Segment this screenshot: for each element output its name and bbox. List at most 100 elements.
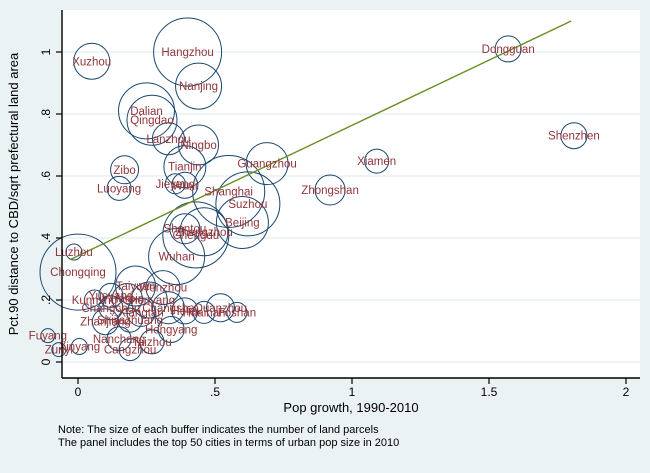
city-label: Xiamen <box>357 156 396 168</box>
city-bubble <box>178 124 220 166</box>
city-label: Taiyuan <box>116 281 156 293</box>
city-bubble <box>70 338 88 355</box>
y-tick-label: 1 <box>39 48 53 55</box>
city-bubble <box>245 142 289 186</box>
city-label: Zhanjiang <box>80 317 131 329</box>
city-bubble <box>192 300 216 324</box>
city-label: Dalian <box>130 106 163 118</box>
x-axis-title: Pop growth, 1990-2010 <box>283 400 418 415</box>
y-tick-label: .8 <box>39 109 53 119</box>
fit-line-layer <box>69 20 572 261</box>
city-bubble <box>215 171 281 237</box>
city-bubble <box>226 301 248 323</box>
city-label: Zibo <box>113 165 135 177</box>
city-label: Luoyang <box>97 183 141 195</box>
city-bubble <box>126 297 156 327</box>
city-bubble <box>65 243 83 261</box>
city-bubble <box>151 291 185 325</box>
city-bubble <box>175 62 223 110</box>
city-label: Lanzhou <box>146 134 190 146</box>
city-label: Zunyi <box>45 345 73 357</box>
city-bubble <box>215 196 269 249</box>
city-label: Huainan <box>183 307 226 319</box>
city-bubble <box>118 338 142 362</box>
city-bubble <box>106 175 132 201</box>
city-label: Wuhan <box>159 252 195 264</box>
city-label: Harbin <box>110 293 144 305</box>
city-bubble <box>192 155 266 228</box>
city-bubble <box>117 307 143 333</box>
city-bubble <box>40 328 56 344</box>
city-bubble <box>153 17 223 87</box>
city-label: Wenzhou <box>139 283 187 295</box>
city-bubble <box>98 282 124 308</box>
x-tick-label: 1 <box>349 385 356 399</box>
city-label: Shenzhen <box>548 131 600 143</box>
city-label: Xiangtan <box>118 307 163 319</box>
fit-line <box>69 20 572 261</box>
note-line-1: Note: The size of each buffer indicates … <box>58 424 379 436</box>
city-label: Tianjin <box>168 162 201 174</box>
city-label: Beijing <box>225 218 260 230</box>
city-bubble <box>162 201 230 269</box>
city-bubble <box>73 42 111 80</box>
city-bubble <box>83 289 105 311</box>
city-bubble <box>157 315 185 343</box>
city-bubble <box>494 35 522 63</box>
city-label: Chengdu <box>172 230 219 242</box>
y-tick-label: .4 <box>39 233 53 243</box>
city-label: Guangzhou <box>237 159 296 171</box>
bubbles-layer <box>39 17 588 362</box>
gridlines-layer <box>62 51 640 363</box>
city-label: Luzhou <box>55 247 93 259</box>
city-label: Qingdao <box>130 115 173 127</box>
city-bubble <box>169 213 201 245</box>
y-tick-label: .2 <box>39 295 53 305</box>
city-bubble <box>205 293 235 323</box>
city-label: Foshan <box>218 307 256 319</box>
city-bubble <box>314 174 346 206</box>
city-label: Kunming <box>72 295 117 307</box>
plot-area <box>62 10 640 378</box>
city-label: Fuyang <box>29 331 67 343</box>
city-bubble <box>171 171 199 199</box>
city-bubble <box>171 297 199 325</box>
city-bubble <box>126 94 178 146</box>
city-label: Xinyang <box>59 342 101 354</box>
city-label: Shenyang <box>123 295 175 307</box>
city-label: Taizhou <box>132 337 172 349</box>
city-bubble <box>51 342 67 358</box>
city-bubble <box>118 82 175 140</box>
city-bubble <box>145 270 181 306</box>
city-label: Hangzhou <box>161 47 213 59</box>
city-bubble <box>130 281 168 319</box>
city-bubble <box>98 295 124 321</box>
city-label: Shantou <box>163 224 206 236</box>
city-label: Suzhou <box>228 199 267 211</box>
city-label: Chongqing <box>50 267 106 279</box>
city-label: Shanghai <box>204 187 253 199</box>
city-label: Nanchang <box>93 334 145 346</box>
city-label: Changchun <box>81 303 140 315</box>
x-tick-label: 1.5 <box>481 385 498 399</box>
axes-layer: 0 .2 .4 .6 .8 1 0 .5 1 1.5 2 <box>39 10 640 399</box>
y-tick-label: .6 <box>39 171 53 181</box>
city-label: Hengyang <box>145 324 197 336</box>
x-tick-label: 0 <box>75 385 82 399</box>
city-label: Nanjing <box>179 81 218 93</box>
city-bubble <box>364 148 390 174</box>
city-bubble <box>148 228 206 286</box>
x-tick-label: .5 <box>210 385 220 399</box>
city-label: Ningbo <box>180 140 216 152</box>
city-label: Changsha <box>142 303 195 315</box>
city-label: Quanzhou <box>194 303 247 315</box>
city-label: Cangzhou <box>104 345 156 357</box>
city-bubble <box>39 233 117 311</box>
city-label: Shijiazhuang <box>97 315 163 327</box>
city-bubble <box>139 329 165 355</box>
city-label: Zhengzhou <box>175 227 233 239</box>
city-bubble <box>110 155 140 185</box>
city-bubble <box>560 122 588 150</box>
